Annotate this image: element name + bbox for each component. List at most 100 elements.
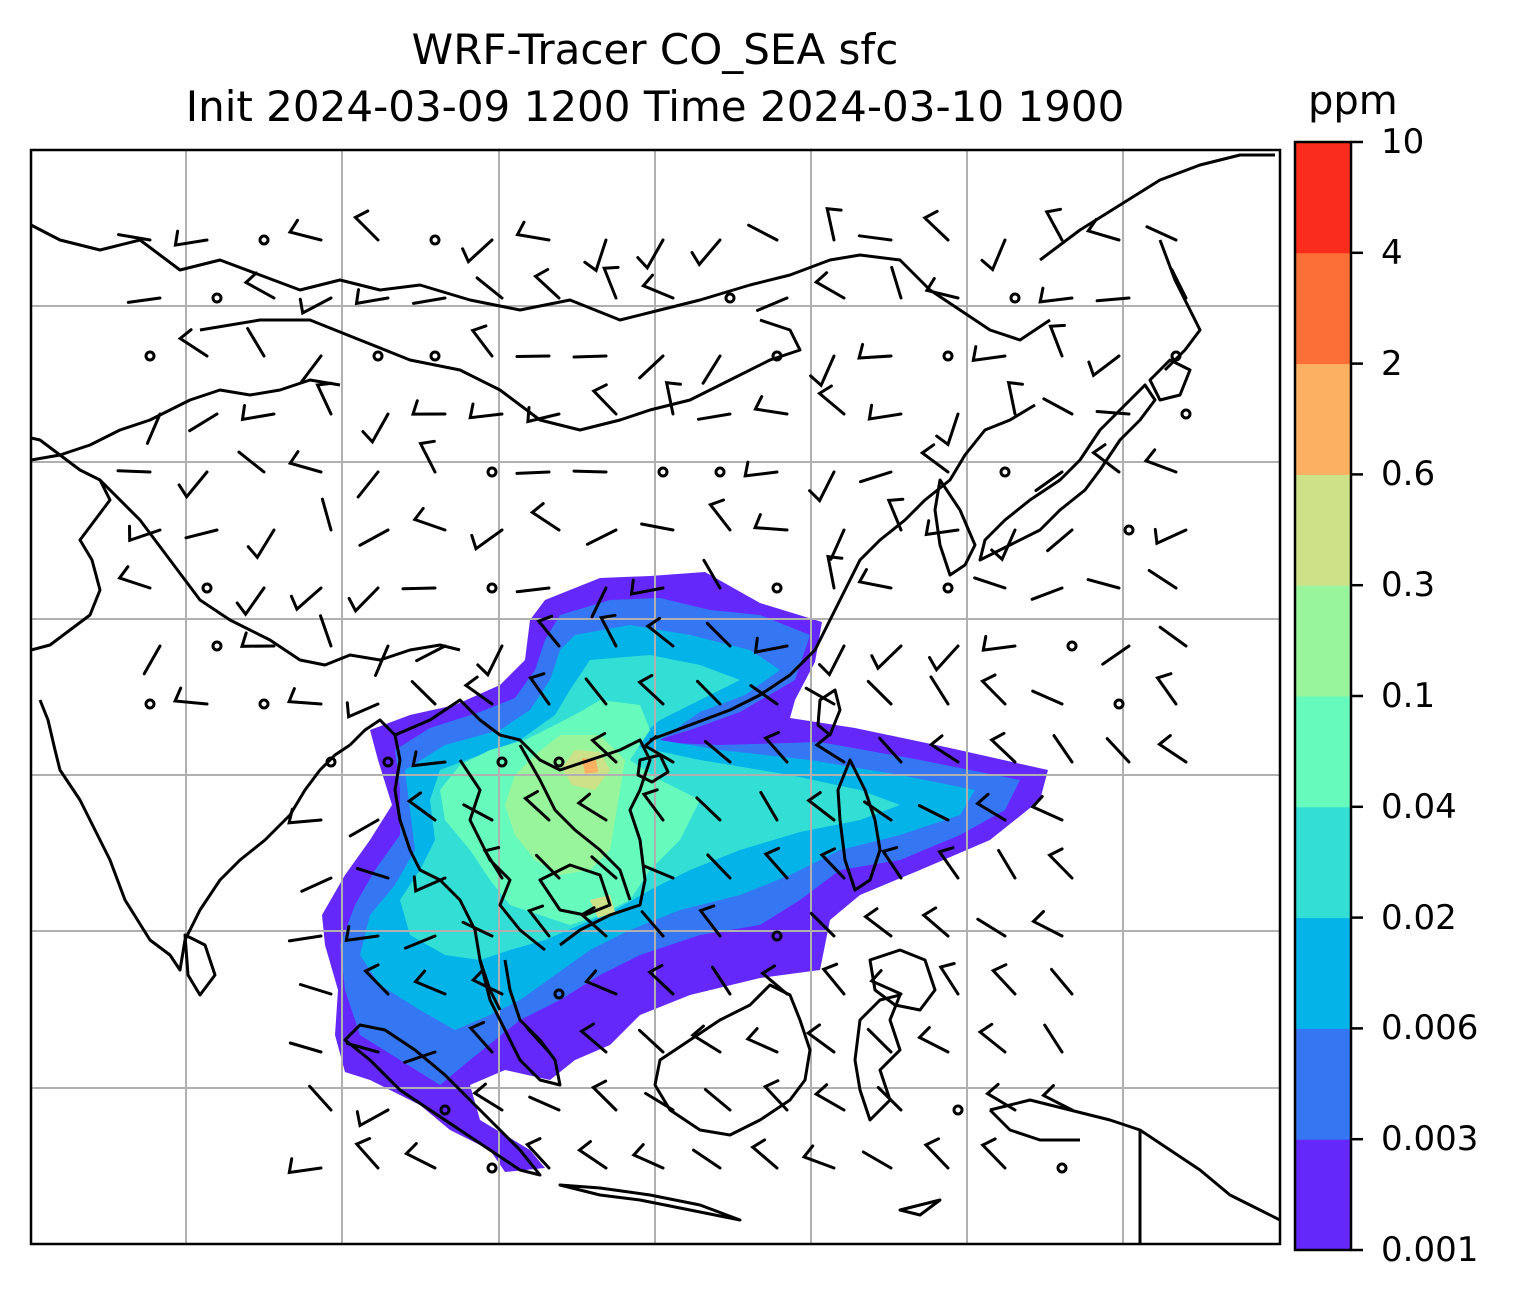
wind-barb	[743, 460, 779, 478]
wind-barb	[1047, 847, 1074, 880]
wind-barb-calm	[1113, 698, 1125, 710]
wind-barb-calm	[714, 466, 726, 478]
wind-barb	[638, 1028, 665, 1054]
wind-barb-calm	[1009, 292, 1021, 304]
colorbar-segment-1	[1295, 1028, 1351, 1140]
wind-barb	[246, 327, 266, 358]
colorbar-segment-6	[1295, 474, 1351, 586]
wind-barb	[878, 736, 903, 764]
wind-barb	[126, 296, 162, 304]
wind-barb	[760, 964, 789, 996]
wind-barb	[413, 969, 447, 996]
wind-barb	[863, 800, 893, 822]
colorbar-segment-0	[1295, 1139, 1351, 1251]
coastline-myanmar	[348, 718, 502, 1011]
wind-barb	[528, 1095, 561, 1112]
wind-barb	[475, 276, 504, 300]
wind-barb	[929, 675, 950, 706]
wind-barb	[642, 735, 675, 764]
colorbar-tick-label: 2	[1381, 343, 1403, 384]
wind-barb	[461, 238, 494, 265]
wind-barb	[315, 381, 333, 416]
wind-barb	[1101, 644, 1131, 666]
wind-barb	[536, 614, 561, 648]
colorbar-tick-label: 0.003	[1381, 1119, 1479, 1160]
wind-barb	[525, 1026, 551, 1054]
wind-barb	[116, 469, 152, 474]
wind-barb	[363, 963, 390, 996]
wind-barb	[886, 497, 905, 532]
wind-barb	[298, 983, 333, 996]
wind-barb	[117, 233, 152, 242]
wind-barb	[763, 731, 789, 764]
wind-barb	[640, 910, 665, 938]
coastline-hokkaido	[1148, 358, 1192, 402]
wind-barb	[598, 613, 618, 648]
wind-barb	[753, 395, 789, 416]
wind-barb	[410, 680, 437, 706]
wind-barb	[1030, 586, 1064, 601]
wind-barb	[707, 498, 732, 532]
coastline-malay-peninsula	[478, 959, 562, 1087]
wind-barb	[532, 268, 561, 300]
colorbar-tick-label: 0.04	[1381, 786, 1457, 827]
wind-barb	[403, 1050, 437, 1064]
wind-barb	[412, 296, 447, 305]
wind-barb	[809, 911, 836, 938]
wind-barb-calm	[372, 350, 384, 362]
wind-barb	[287, 934, 323, 943]
wind-barb	[866, 679, 893, 706]
wind-barb	[320, 497, 333, 532]
wind-barb	[584, 969, 618, 996]
map-subtitle: Init 2024-03-09 1200 Time 2024-03-10 190…	[185, 82, 1125, 131]
wind-barb	[745, 1027, 779, 1054]
wind-barb-calm	[942, 582, 954, 594]
border-laos-vietnam	[518, 744, 632, 901]
wind-barb	[319, 614, 333, 648]
coastline-papua	[988, 1098, 1280, 1244]
wind-barb	[919, 443, 950, 474]
wind-barb	[355, 867, 390, 880]
wind-barb	[647, 963, 675, 996]
colorbar-unit-label: ppm	[1308, 78, 1398, 124]
wind-barb	[347, 586, 380, 614]
wind-barb	[300, 876, 333, 893]
wind-barb	[695, 796, 722, 822]
wind-barb	[243, 271, 276, 300]
wind-barb	[412, 506, 447, 532]
wind-barb	[177, 328, 209, 358]
wind-barb	[462, 803, 494, 822]
wind-barb-calm	[1180, 408, 1192, 420]
wind-barb	[345, 1041, 380, 1054]
wind-barb	[184, 528, 219, 540]
wind-barb	[819, 847, 846, 880]
wind-barb	[470, 968, 504, 996]
wind-barb	[535, 853, 561, 880]
wind-barb-calm	[439, 1104, 451, 1116]
wind-barb	[354, 288, 390, 306]
wind-barb	[980, 1137, 1007, 1170]
wind-barb	[515, 470, 551, 475]
wind-barb	[763, 846, 789, 880]
wind-barb	[696, 412, 732, 421]
wind-barb	[345, 701, 380, 719]
wind-barb	[990, 528, 1017, 562]
wind-barb	[990, 963, 1017, 996]
wind-barb	[640, 273, 675, 300]
wind-barb	[924, 519, 960, 537]
wind-barb	[590, 1079, 618, 1112]
wind-barb	[470, 528, 504, 552]
wind-barb	[862, 907, 893, 938]
colorbar-tick-label: 0.02	[1381, 897, 1457, 938]
border-cambodia	[538, 863, 612, 917]
wind-barb	[1030, 910, 1064, 938]
wind-barb	[821, 962, 846, 996]
wind-barb-calm	[1170, 350, 1182, 362]
wind-barb	[806, 791, 836, 822]
wind-barb	[308, 1084, 333, 1112]
colorbar	[1295, 140, 1363, 1252]
wind-barb	[698, 904, 722, 938]
wind-barb	[579, 906, 608, 938]
wind-barb	[406, 791, 437, 822]
coastline-korea	[933, 478, 977, 577]
